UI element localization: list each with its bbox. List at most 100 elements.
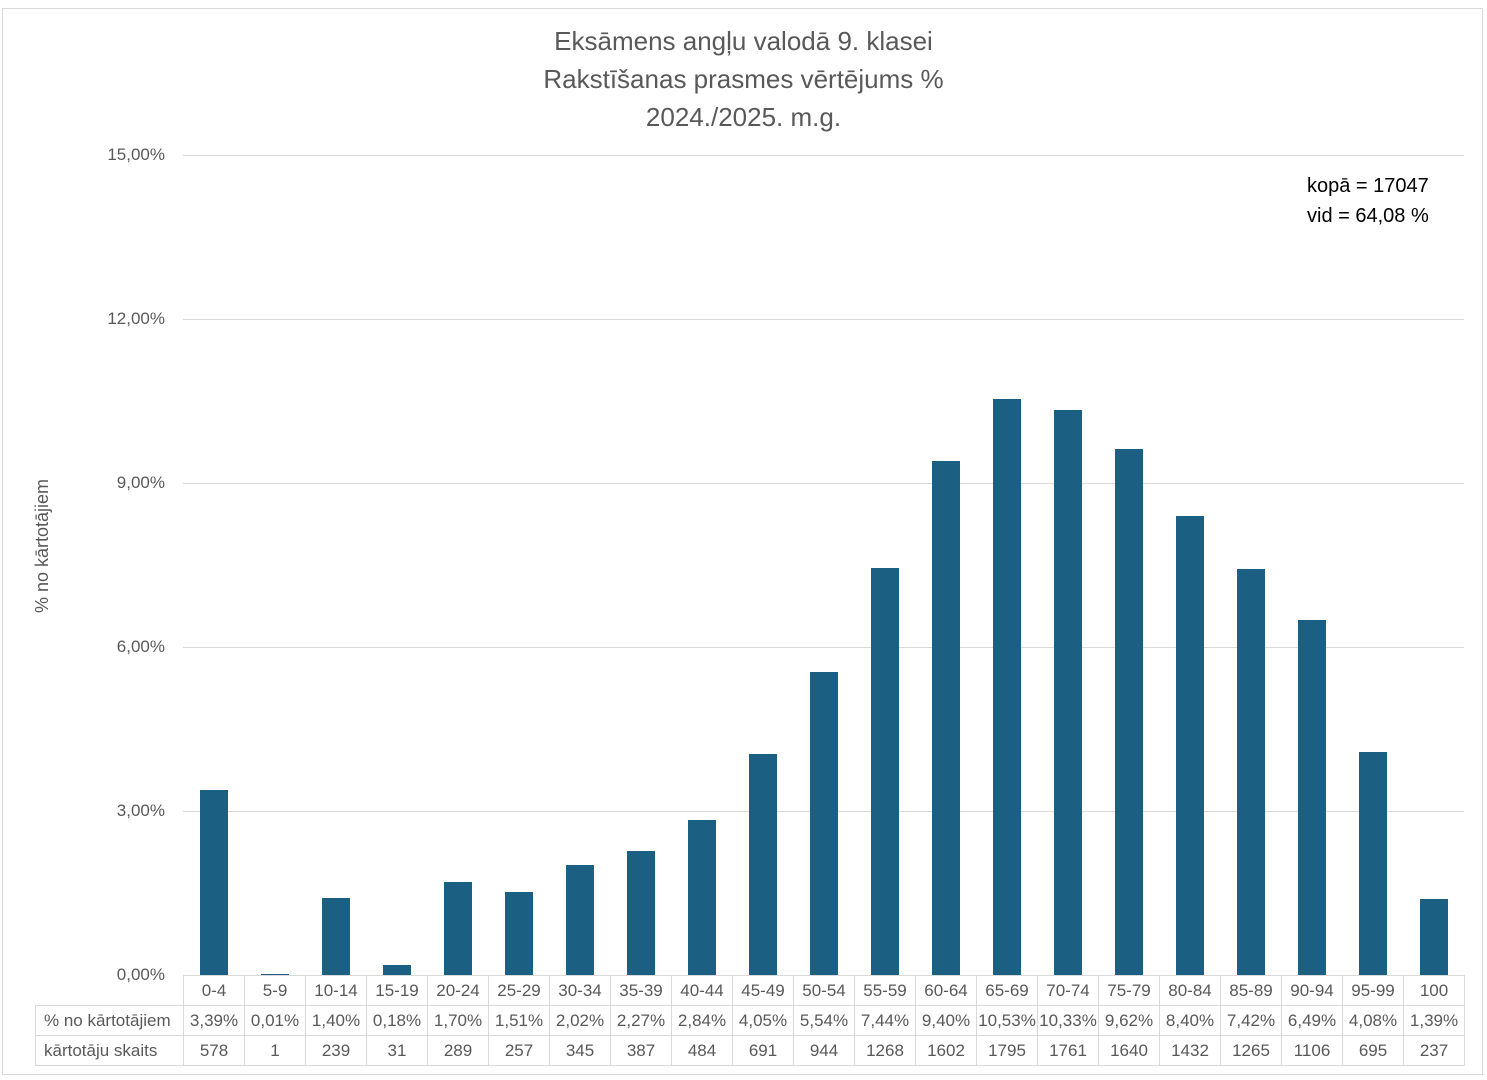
count-value-cell: 289 [427,1035,489,1066]
y-tick-label: 12,00% [107,309,165,328]
bar-10-14 [322,898,350,975]
chart-title-line-3: 2024./2025. m.g. [645,102,842,132]
bar-15-19 [383,965,411,975]
bar-45-49 [749,754,777,975]
category-cell: 20-24 [427,975,489,1006]
category-cell: 95-99 [1342,975,1404,1006]
count-value-cell: 1268 [854,1035,916,1066]
bar-80-84 [1176,516,1204,975]
table-row: kārtotāju skaits 578 1 239 31 289 257 345 387 484… [35,1035,1465,1066]
table-row: 0-4 5-9 10-14 15-19 20-24 25-29 30-34 35-39 40-4… [36,975,1465,1006]
category-cell: 25-29 [488,975,550,1006]
category-cell: 50-54 [793,975,855,1006]
count-value-cell: 239 [305,1035,367,1066]
count-value-cell: 345 [549,1035,611,1066]
percent-value-cell: 10,53% [976,1005,1038,1036]
count-row-label: kārtotāju skaits [35,1035,184,1066]
bar-60-64 [932,461,960,975]
summary-annotation: kopā = 17047 vid = 64,08 % [1307,171,1447,231]
percent-value-cell: 1,51% [488,1005,550,1036]
category-cell: 70-74 [1037,975,1099,1006]
percent-value-cell: 0,01% [244,1005,306,1036]
category-cell: 65-69 [976,975,1038,1006]
count-value-cell: 1761 [1037,1035,1099,1066]
percent-value-cell: 7,44% [854,1005,916,1036]
data-table: 0-4 5-9 10-14 15-19 20-24 25-29 30-34 35-39 40-4… [35,975,1465,1066]
percent-value-cell: 5,54% [793,1005,855,1036]
average-annotation: vid = 64,08 % [1307,205,1429,227]
count-value-cell: 1602 [915,1035,977,1066]
gridline [183,155,1464,156]
bar-75-79 [1115,449,1143,975]
count-value-cell: 484 [671,1035,733,1066]
category-cell: 15-19 [366,975,428,1006]
gridline [183,483,1464,484]
category-cell: 85-89 [1220,975,1282,1006]
category-cell: 45-49 [732,975,794,1006]
count-value-cell: 1432 [1159,1035,1221,1066]
category-cell: 75-79 [1098,975,1160,1006]
percent-value-cell: 3,39% [183,1005,245,1036]
bar-55-59 [871,568,899,975]
category-cell: 10-14 [305,975,367,1006]
category-cell: 60-64 [915,975,977,1006]
chart-frame [2,8,1483,1075]
percent-value-cell: 0,18% [366,1005,428,1036]
chart-title-line-2: Rakstīšanas prasmes vērtējums % [543,64,944,94]
percent-value-cell: 7,42% [1220,1005,1282,1036]
category-cell: 30-34 [549,975,611,1006]
count-value-cell: 1795 [976,1035,1038,1066]
chart-title: Eksāmens angļu valodā 9. klasei Rakstīša… [0,22,1487,136]
percent-value-cell: 2,02% [549,1005,611,1036]
count-value-cell: 944 [793,1035,855,1066]
y-tick-label: 15,00% [107,145,165,164]
bar-5-9 [261,974,289,975]
bar-85-89 [1237,569,1265,975]
percent-value-cell: 4,08% [1342,1005,1404,1036]
percent-value-cell: 1,40% [305,1005,367,1036]
bar-50-54 [810,672,838,975]
category-cell: 80-84 [1159,975,1221,1006]
category-cell: 0-4 [183,975,245,1006]
bar-95-99 [1359,752,1387,975]
percent-value-cell: 9,40% [915,1005,977,1036]
category-cell: 100 [1403,975,1465,1006]
percent-value-cell: 8,40% [1159,1005,1221,1036]
y-tick-label: 6,00% [116,637,165,656]
bar-65-69 [993,399,1021,975]
count-value-cell: 237 [1403,1035,1465,1066]
bar-30-34 [566,865,594,975]
percent-value-cell: 10,33% [1037,1005,1099,1036]
category-cell: 35-39 [610,975,672,1006]
category-cell: 5-9 [244,975,306,1006]
percent-value-cell: 1,70% [427,1005,489,1036]
total-annotation: kopā = 17047 [1307,175,1429,197]
percent-value-cell: 1,39% [1403,1005,1465,1036]
bar-20-24 [444,882,472,975]
y-tick-label: 0,00% [116,965,165,984]
count-value-cell: 1640 [1098,1035,1160,1066]
bar-25-29 [505,892,533,975]
percent-value-cell: 4,05% [732,1005,794,1036]
chart-title-line-1: Eksāmens angļu valodā 9. klasei [554,26,933,56]
y-tick-label: 3,00% [116,801,165,820]
category-cell: 40-44 [671,975,733,1006]
count-value-cell: 1106 [1281,1035,1343,1066]
table-row: % no kārtotājiem 3,39% 0,01% 1,40% 0,18% 1,70… [35,1005,1465,1036]
percent-value-cell: 2,27% [610,1005,672,1036]
bar-70-74 [1054,410,1082,975]
count-value-cell: 578 [183,1035,245,1066]
bar-35-39 [627,851,655,975]
y-tick-label: 9,00% [116,473,165,492]
category-cell: 55-59 [854,975,916,1006]
bar-40-44 [688,820,716,975]
count-value-cell: 1 [244,1035,306,1066]
bar-100 [1420,899,1448,975]
category-cell: 90-94 [1281,975,1343,1006]
count-value-cell: 695 [1342,1035,1404,1066]
percent-value-cell: 6,49% [1281,1005,1343,1036]
count-value-cell: 257 [488,1035,550,1066]
gridline [183,319,1464,320]
bar-90-94 [1298,620,1326,975]
